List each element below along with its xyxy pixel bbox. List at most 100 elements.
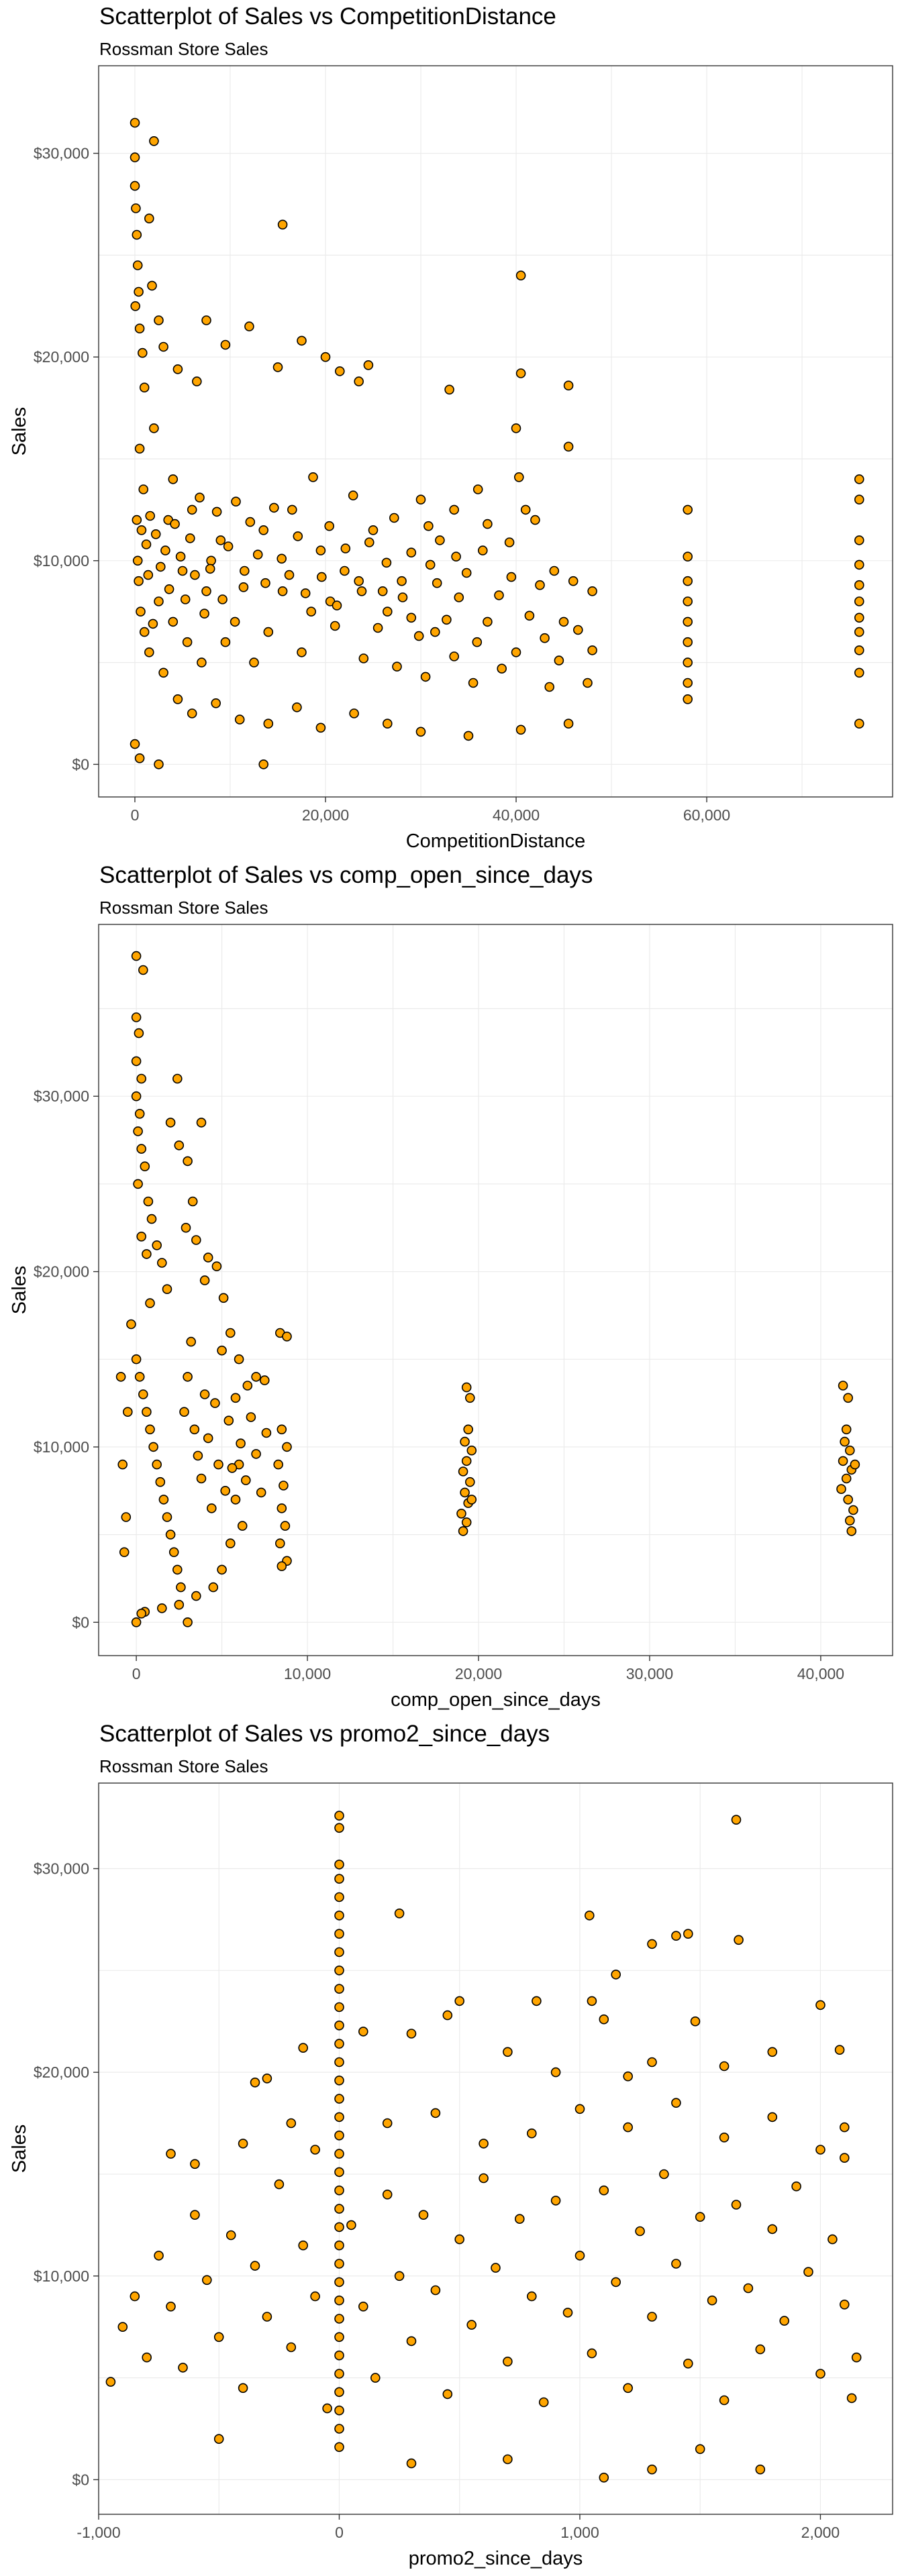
data-point: [178, 2363, 188, 2373]
data-point: [840, 1436, 850, 1447]
data-point: [477, 545, 488, 555]
data-point: [238, 2139, 248, 2149]
data-point: [196, 1473, 207, 1484]
plot-frame: [98, 1782, 893, 2515]
data-point: [244, 321, 254, 331]
x-tick-label: 0: [131, 806, 140, 824]
y-tick-label: $10,000: [34, 1438, 89, 1456]
data-point: [134, 753, 145, 763]
data-point: [145, 1424, 155, 1435]
data-point: [526, 2291, 537, 2302]
data-point: [372, 623, 383, 633]
scatter-plot-competition-distance: 0 20,000 40,000 60,000 $0 $10,000 $20,000 $30,0…: [9, 65, 893, 852]
data-point: [356, 586, 367, 596]
data-point: [463, 1424, 474, 1435]
data-point: [231, 496, 241, 507]
x-axis-label: promo2_since_days: [409, 2548, 583, 2569]
data-point: [845, 1445, 855, 1456]
data-point: [334, 2075, 344, 2086]
data-point: [647, 2464, 657, 2475]
data-point: [659, 2169, 669, 2180]
x-tick-label: 40,000: [493, 806, 540, 824]
data-point: [250, 2261, 260, 2271]
data-point: [158, 667, 168, 678]
data-point: [238, 2383, 248, 2394]
data-point: [131, 1091, 142, 1102]
data-point: [115, 1372, 126, 1382]
data-point: [406, 2029, 417, 2039]
data-point: [234, 714, 245, 724]
data-point: [262, 2312, 272, 2322]
data-point: [277, 586, 288, 596]
data-point: [154, 315, 164, 325]
data-point: [354, 376, 364, 386]
data-point: [251, 1449, 261, 1459]
data-point: [277, 1503, 287, 1513]
data-point: [149, 423, 159, 433]
data-point: [346, 2220, 356, 2231]
data-point: [250, 2077, 260, 2088]
data-point: [162, 1512, 172, 1522]
y-axis-label: Sales: [9, 2125, 30, 2174]
data-point: [187, 708, 197, 718]
data-point: [220, 339, 231, 350]
data-point: [286, 2342, 297, 2353]
data-point: [225, 2230, 236, 2241]
data-point: [168, 474, 179, 484]
data-point: [466, 2320, 477, 2330]
data-point: [252, 549, 263, 560]
data-point: [472, 484, 483, 494]
data-point: [201, 586, 211, 596]
data-point: [854, 645, 864, 655]
data-point: [334, 2039, 344, 2049]
data-point: [166, 2149, 176, 2159]
data-point: [456, 1508, 466, 1519]
data-point: [334, 2442, 344, 2453]
data-point: [239, 566, 250, 576]
data-point: [854, 718, 864, 729]
data-point: [544, 682, 555, 692]
data-point: [483, 616, 493, 627]
data-point: [131, 1012, 142, 1022]
data-point: [815, 2145, 825, 2155]
data-point: [511, 423, 521, 433]
data-point: [154, 759, 164, 769]
data-point: [172, 1564, 183, 1575]
data-point: [647, 2312, 657, 2322]
data-point: [854, 494, 864, 505]
data-point: [206, 1503, 217, 1513]
data-point: [145, 511, 155, 521]
data-point: [148, 1442, 158, 1452]
data-point: [479, 2139, 489, 2149]
data-point: [683, 616, 693, 627]
data-point: [117, 1459, 128, 1470]
data-point: [215, 535, 226, 545]
data-point: [225, 1328, 236, 1338]
data-point: [131, 951, 142, 961]
data-point: [268, 502, 279, 513]
data-point: [815, 2369, 825, 2379]
data-point: [148, 619, 158, 629]
data-point: [187, 504, 197, 515]
data-point: [406, 612, 417, 623]
data-point: [334, 2405, 344, 2416]
data-point: [146, 1214, 157, 1224]
data-point: [511, 647, 521, 657]
data-point: [201, 2275, 212, 2286]
data-point: [334, 2332, 344, 2343]
data-point: [280, 1521, 291, 1531]
data-point: [256, 1487, 266, 1498]
data-point: [320, 352, 331, 362]
data-point: [315, 545, 326, 555]
data-point: [423, 521, 434, 531]
data-point: [334, 2369, 344, 2379]
data-point: [838, 1456, 848, 1466]
data-point: [297, 335, 307, 346]
data-point: [420, 672, 431, 682]
data-point: [854, 559, 864, 570]
data-point: [334, 2240, 344, 2251]
data-point: [152, 1240, 162, 1250]
data-point: [683, 1929, 693, 1939]
data-point: [190, 2210, 200, 2220]
data-point: [206, 555, 216, 566]
